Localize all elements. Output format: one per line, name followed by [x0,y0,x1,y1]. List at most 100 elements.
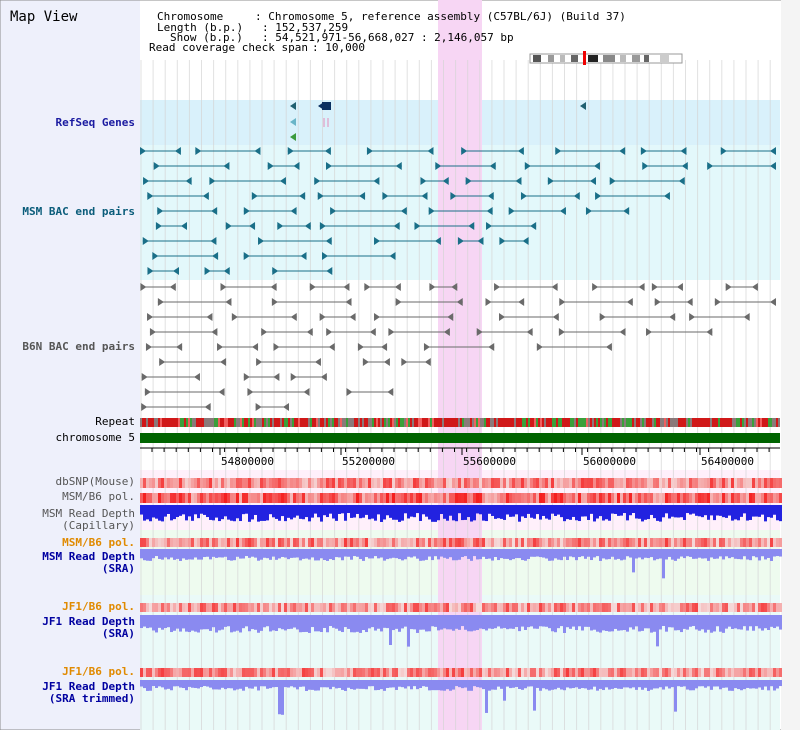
heat-mark [248,493,251,503]
depth-bar [203,615,206,630]
depth-bar [650,615,653,633]
heat-mark [275,493,278,503]
heat-mark [155,603,158,612]
heat-mark [584,668,587,677]
repeat-mark [742,418,744,427]
depth-bar [530,505,533,518]
heat-mark [716,668,719,677]
heat-mark [266,493,269,503]
bac-end [595,192,602,200]
heat-mark [371,478,374,488]
heat-mark [239,668,242,677]
repeat-mark [202,418,204,427]
depth-bar [614,549,617,560]
heat-mark [338,538,341,547]
depth-bar [260,680,263,687]
depth-bar [587,505,590,520]
heat-mark [212,538,215,547]
heat-mark [716,478,719,488]
track-label-msm-bac[interactable]: MSM BAC end pairs [22,205,135,218]
depth-bar [329,549,332,560]
depth-bar [179,505,182,516]
depth-bar [251,549,254,557]
heat-mark [446,493,449,503]
depth-bar [527,680,530,687]
heat-mark [392,538,395,547]
depth-bar [404,680,407,689]
depth-bar [407,615,410,647]
heat-mark [659,478,662,488]
repeat-mark [630,418,632,427]
heat-mark [170,478,173,488]
heat-mark [776,603,779,612]
heat-mark [242,538,245,547]
show-value: : 54,521,971-56,668,027 : 2,146,057 bp [262,31,514,44]
heat-mark [269,493,272,503]
heat-mark [617,538,620,547]
heat-mark [167,668,170,677]
repeat-mark [724,418,726,427]
heat-mark [593,603,596,612]
depth-bar [254,680,257,687]
depth-bar [578,680,581,689]
heat-mark [515,538,518,547]
depth-bar [410,505,413,517]
axis-tick-label: 56400000 [701,455,754,468]
depth-bar [668,680,671,689]
bac-end [330,207,337,215]
heat-mark [584,603,587,612]
heat-mark [671,538,674,547]
heat-mark [308,538,311,547]
heat-mark [695,668,698,677]
heat-mark [425,478,428,488]
heat-mark [530,493,533,503]
heat-mark [401,538,404,547]
repeat-mark [182,418,184,427]
heat-mark [575,538,578,547]
heat-mark [437,493,440,503]
heat-mark [320,493,323,503]
bac-end [585,207,592,215]
depth-bar [515,615,518,628]
heat-mark [233,478,236,488]
heat-mark [776,493,779,503]
depth-bar [218,505,221,522]
depth-bar [431,680,434,691]
depth-bar [332,549,335,561]
depth-bar [149,680,152,691]
depth-bar [233,680,236,691]
heat-mark [512,603,515,612]
repeat-mark [476,418,478,427]
depth-bar [275,615,278,632]
heat-mark [263,603,266,612]
heat-mark [335,493,338,503]
heat-mark [362,493,365,503]
repeat-mark [454,418,456,427]
depth-bar [143,680,146,689]
track-label-b6n-bac[interactable]: B6N BAC end pairs [22,340,135,353]
depth-bar [431,549,434,561]
depth-bar [764,615,767,629]
heat-mark [227,538,230,547]
heat-mark [170,668,173,677]
heat-mark [140,493,143,503]
bac-end [326,267,333,275]
depth-bar [665,680,668,687]
depth-bar [746,615,749,631]
repeat-mark [282,418,284,427]
depth-bar [383,615,386,628]
heat-mark [143,493,146,503]
repeat-mark [494,418,496,427]
depth-bar [779,680,782,687]
heat-mark [467,603,470,612]
repeat-mark [634,418,636,427]
heat-mark [365,668,368,677]
depth-bar [752,505,755,517]
heat-mark [524,603,527,612]
depth-bar [521,505,524,517]
repeat-mark [320,418,322,427]
repeat-mark [146,418,148,427]
depth-bar [380,549,383,558]
track-label-refseq[interactable]: RefSeq Genes [55,116,135,129]
